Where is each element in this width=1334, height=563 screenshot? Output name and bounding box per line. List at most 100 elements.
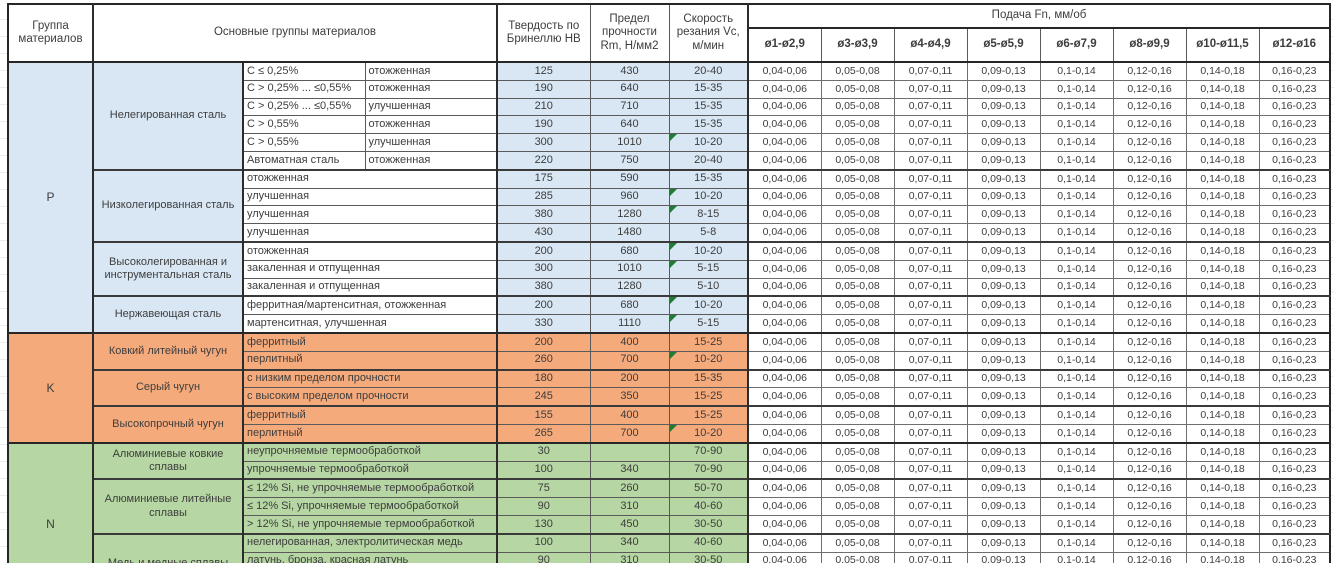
hardness-cell: 125 (496, 60, 591, 81)
hardness-cell-value: 210 (534, 100, 553, 113)
feed-cell: 0,07-0,11 (893, 223, 968, 243)
feed-cell: 0,09-0,13 (966, 387, 1041, 407)
hardness-cell-value: 90 (537, 499, 550, 512)
hardness-cell-value: 75 (537, 481, 550, 494)
feed-cell: 0,09-0,13 (966, 223, 1041, 243)
speed-cell: 10-20 (668, 295, 749, 316)
detail-cell: отожженная (242, 168, 498, 189)
header-main-material-groups: Основные группы материалов (92, 3, 498, 63)
header-brinell-hardness: Твердость по Бринеллю HB (496, 3, 591, 63)
header-diameter-5: ø6-ø7,9 (1039, 27, 1114, 63)
feed-cell: 0,05-0,08 (820, 133, 895, 152)
feed-cell: 0,1-0,14 (1039, 240, 1114, 261)
feed-cell: 0,04-0,06 (747, 441, 822, 462)
feed-cell: 0,12-0,16 (1112, 478, 1187, 499)
hardness-cell-value: 90 (537, 554, 550, 563)
detail-cell: закаленная и отпущенная (242, 277, 498, 297)
feed-cell: 0,07-0,11 (893, 97, 968, 117)
feed-cell: 0,1-0,14 (1039, 460, 1114, 480)
hardness-cell-value: 300 (534, 262, 553, 275)
feed-cell: 0,07-0,11 (893, 205, 968, 225)
note-marker-icon (670, 206, 677, 214)
strength-cell-value: 310 (620, 499, 639, 512)
speed-cell-value: 10-20 (694, 244, 723, 257)
feed-cell: 0,1-0,14 (1039, 187, 1114, 207)
strength-cell: 960 (589, 187, 670, 207)
strength-cell-value: 310 (620, 554, 639, 563)
feed-cell: 0,09-0,13 (966, 551, 1041, 563)
feed-cell: 0,05-0,08 (820, 368, 895, 389)
strength-cell: 450 (589, 514, 670, 535)
feed-cell: 0,14-0,18 (1185, 331, 1260, 352)
feed-cell: 0,16-0,23 (1258, 460, 1331, 480)
hardness-cell-value: 265 (534, 426, 553, 439)
feed-cell: 0,07-0,11 (893, 240, 968, 261)
speed-cell-value: 30-50 (694, 517, 723, 530)
note-marker-icon (670, 134, 677, 142)
header-diameter-8: ø12-ø16 (1258, 27, 1331, 63)
feed-cell: 0,04-0,06 (747, 223, 822, 243)
feed-cell: 0,04-0,06 (747, 259, 822, 279)
feed-cell: 0,07-0,11 (893, 331, 968, 352)
strength-cell: 1480 (589, 223, 670, 243)
speed-cell-value: 15-25 (694, 408, 723, 421)
speed-cell-value: 20-40 (694, 153, 723, 166)
table-row: C > 0,25% ... ≤0,55% улучшенная 210 710 15-3… (8, 97, 1331, 117)
detail-cell: с высоким пределом прочности (242, 387, 498, 407)
speed-cell-value: 30-50 (694, 554, 723, 563)
speed-cell-value: 15-25 (694, 389, 723, 402)
feed-cell: 0,14-0,18 (1185, 514, 1260, 535)
detail-cell: отожженная (364, 150, 498, 171)
speed-cell: 15-25 (668, 331, 749, 352)
speed-cell-value: 10-20 (694, 135, 723, 148)
header-feed: Подача Fn, мм/об (747, 3, 1331, 29)
hardness-cell: 175 (496, 168, 591, 189)
feed-cell: 0,04-0,06 (747, 133, 822, 152)
note-marker-icon (670, 261, 677, 268)
table-header: Группа материалов Основные группы матери… (7, 3, 1331, 63)
speed-cell: 15-25 (668, 387, 749, 407)
speed-cell-value: 40-60 (694, 499, 723, 512)
feed-cell: 0,09-0,13 (966, 532, 1041, 553)
feed-cell: 0,07-0,11 (893, 259, 968, 279)
table-row: ≤ 12% Si, упрочняемые термообработкой 90 3… (8, 497, 1331, 516)
machining-feed-table: Группа материалов Основные группы матери… (7, 3, 1331, 563)
strength-cell: 1280 (589, 205, 670, 225)
feed-cell: 0,09-0,13 (966, 168, 1041, 189)
feed-cell: 0,14-0,18 (1185, 551, 1260, 563)
feed-cell: 0,05-0,08 (820, 205, 895, 225)
feed-cell: 0,12-0,16 (1112, 223, 1187, 243)
header-diameter-1: ø1-ø2,9 (747, 27, 822, 63)
table-row: улучшенная 380 1280 8-15 0,04-0,06 0,05-0,08 0… (8, 205, 1331, 225)
strength-cell-value: 680 (620, 244, 639, 257)
feed-cell: 0,14-0,18 (1185, 497, 1260, 516)
table-row: Автоматная сталь отожженная 220 750 20-40 0,0… (8, 150, 1331, 171)
speed-cell: 10-20 (668, 350, 749, 371)
hardness-cell: 210 (496, 97, 591, 117)
note-marker-icon (670, 189, 677, 196)
strength-cell: 340 (589, 460, 670, 480)
hardness-cell: 200 (496, 240, 591, 261)
feed-cell: 0,16-0,23 (1258, 551, 1331, 563)
feed-cell: 0,16-0,23 (1258, 423, 1331, 444)
strength-cell-value: 700 (620, 426, 639, 439)
hardness-cell: 100 (496, 460, 591, 480)
speed-cell: 15-35 (668, 79, 749, 99)
table-row: перлитный 260 700 10-20 0,04-0,06 0,05-0,08 0,… (8, 350, 1331, 371)
feed-cell: 0,12-0,16 (1112, 205, 1187, 225)
feed-cell: 0,14-0,18 (1185, 350, 1260, 371)
speed-cell-value: 15-35 (694, 172, 723, 185)
feed-cell: 0,12-0,16 (1112, 331, 1187, 352)
feed-cell: 0,16-0,23 (1258, 277, 1331, 297)
feed-cell: 0,09-0,13 (966, 60, 1041, 81)
strength-cell: 350 (589, 387, 670, 407)
feed-cell: 0,16-0,23 (1258, 60, 1331, 81)
feed-cell: 0,12-0,16 (1112, 405, 1187, 425)
feed-cell: 0,05-0,08 (820, 314, 895, 334)
table-row: Алюминиевые литейные сплавы ≤ 12% Si, не … (8, 478, 1331, 535)
strength-cell-value: 1480 (617, 225, 642, 238)
detail-cell: C ≤ 0,25% (242, 60, 366, 81)
feed-cell: 0,09-0,13 (966, 368, 1041, 389)
feed-cell: 0,16-0,23 (1258, 532, 1331, 553)
feed-cell: 0,07-0,11 (893, 168, 968, 189)
